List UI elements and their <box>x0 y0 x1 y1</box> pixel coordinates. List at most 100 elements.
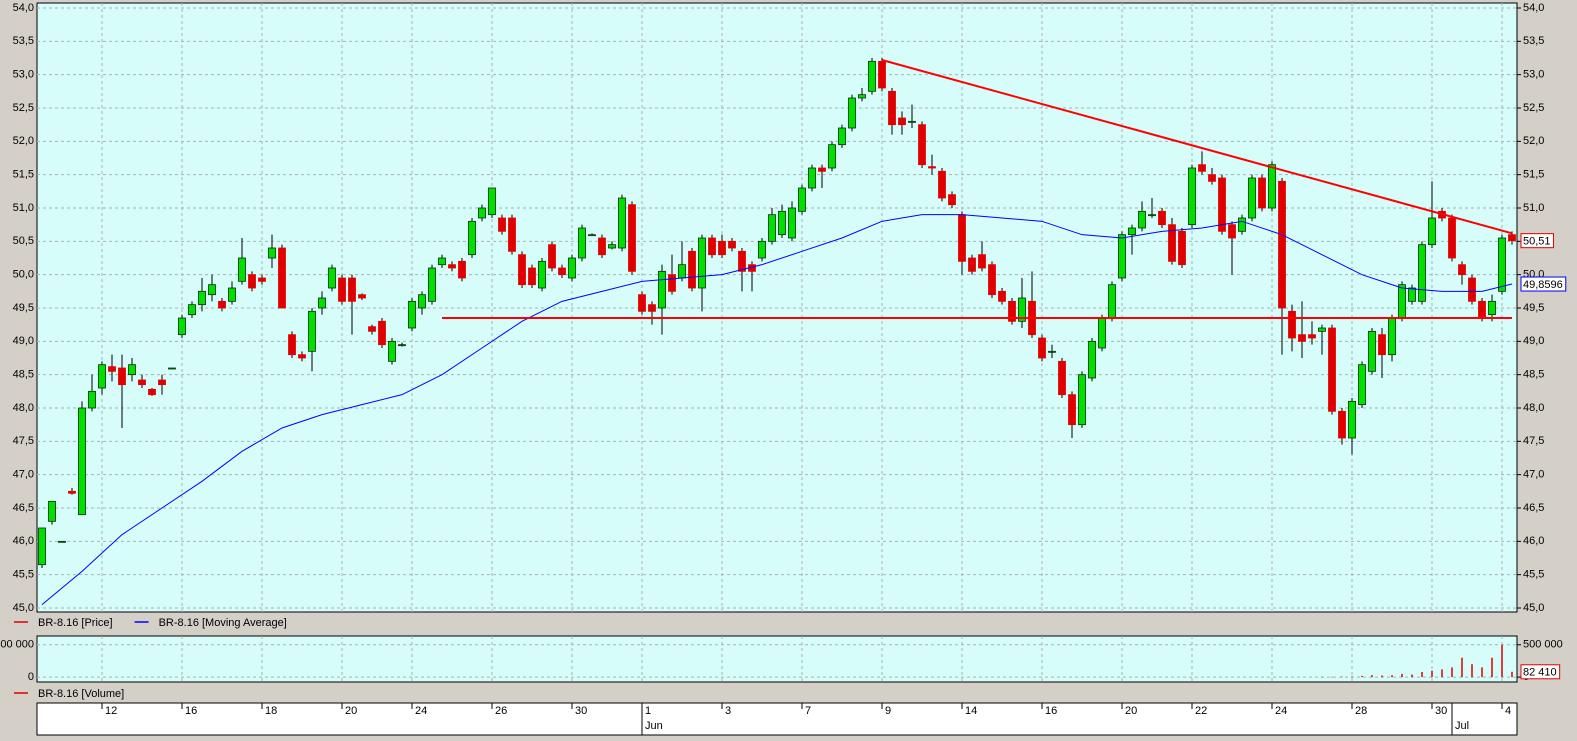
y-tick-label: 51,5 <box>13 169 34 181</box>
y-tick-label: 54,0 <box>1523 2 1544 14</box>
candle-body <box>448 264 456 269</box>
candle-body <box>668 274 676 292</box>
x-tick-label: 30 <box>1435 705 1447 717</box>
volume-bar <box>1351 676 1353 678</box>
candle-body <box>1108 284 1116 319</box>
x-month-label: Jul <box>1455 720 1469 732</box>
candle-body <box>588 234 596 237</box>
candle-body <box>898 117 906 126</box>
moving-average-line <box>41 214 1513 606</box>
candle-body <box>1008 300 1016 322</box>
volume-bar <box>1401 673 1403 678</box>
legend-label: BR-8.16 [Price] <box>38 617 113 629</box>
candle-body <box>948 194 956 206</box>
candle-body <box>998 290 1006 302</box>
candle-body <box>258 277 266 282</box>
y-tick-label: 50,0 <box>13 269 34 281</box>
y-tick-label: 48,0 <box>1523 402 1544 414</box>
volume-bar <box>1391 675 1393 678</box>
candle-body <box>988 264 996 296</box>
volume-panel <box>36 635 1518 683</box>
candle-body <box>1208 174 1216 182</box>
x-tick-label: 30 <box>575 705 587 717</box>
y-tick-label: 53,0 <box>1523 69 1544 81</box>
candle-body <box>418 294 426 309</box>
y-tick-label: 53,5 <box>13 35 34 47</box>
candle-body <box>1458 264 1466 276</box>
last-value-label: 50,51 <box>1523 236 1551 248</box>
y-tick-label: 500 000 <box>0 639 34 651</box>
volume-bar <box>1431 670 1433 678</box>
candle-body <box>728 240 736 249</box>
candle-body <box>798 187 806 212</box>
y-tick-label: 51,0 <box>1523 202 1544 214</box>
candle-body <box>1408 287 1416 302</box>
candle-body <box>1378 334 1386 356</box>
last-value-box <box>1520 276 1567 292</box>
legend-label: BR-8.16 [Volume] <box>38 688 124 700</box>
candle-body <box>758 240 766 259</box>
candle-body <box>1478 300 1486 319</box>
y-tick-label: 54,0 <box>13 2 34 14</box>
volume-bar <box>1461 657 1463 678</box>
candle-body <box>608 244 616 249</box>
y-tick-label: 48,5 <box>13 369 34 381</box>
candle-body <box>1278 180 1286 309</box>
y-tick-label: 47,5 <box>13 435 34 447</box>
candle-body <box>358 294 366 299</box>
candle-body <box>848 97 856 129</box>
y-tick-label: 48,0 <box>13 402 34 414</box>
candle-body <box>1128 227 1136 236</box>
volume-bar <box>1451 667 1453 678</box>
candle-body <box>1338 410 1346 439</box>
volume-bar <box>1371 675 1373 678</box>
candle-body <box>1198 164 1206 172</box>
x-tick-label: 7 <box>805 705 811 717</box>
candle-body <box>428 267 436 302</box>
candle-body <box>238 257 246 282</box>
candle-body <box>38 527 46 566</box>
candle-body <box>1418 244 1426 302</box>
x-tick-label: 1 <box>645 705 651 717</box>
candle-body <box>558 267 566 276</box>
y-tick-label: 45,0 <box>13 602 34 614</box>
y-tick-label: 46,5 <box>1523 502 1544 514</box>
candle-body <box>1318 327 1326 332</box>
x-month-label: Jun <box>645 720 663 732</box>
candle-body <box>68 490 76 494</box>
candle-body <box>328 267 336 289</box>
candle-body <box>788 207 796 239</box>
volume-bar <box>1341 676 1343 678</box>
candle-body <box>78 407 86 516</box>
candle-body <box>1308 334 1316 339</box>
candle-body <box>1048 350 1056 353</box>
last-value-label: 49,8596 <box>1523 279 1563 291</box>
y-tick-label: 48,5 <box>1523 369 1544 381</box>
candle-body <box>1148 214 1156 217</box>
candle-body <box>408 300 416 329</box>
candle-body <box>808 167 816 189</box>
last-value-label: 82 410 <box>1523 667 1557 679</box>
volume-bar <box>1421 671 1423 678</box>
candle-body <box>1078 374 1086 426</box>
candle-body <box>1388 317 1396 356</box>
legend-label: BR-8.16 [Moving Average] <box>159 617 287 629</box>
candle-body <box>918 124 926 166</box>
candle-body <box>688 250 696 289</box>
candle-body <box>468 220 476 256</box>
candle-body <box>128 364 136 376</box>
candle-body <box>158 379 166 386</box>
candle-body <box>698 237 706 289</box>
y-tick-label: 45,0 <box>1523 602 1544 614</box>
candle-body <box>248 274 256 289</box>
candle-body <box>928 166 936 169</box>
candle-body <box>1258 177 1266 209</box>
candle-body <box>1268 164 1276 209</box>
candle-body <box>278 247 286 309</box>
candle-body <box>498 217 506 232</box>
candle-body <box>858 94 866 99</box>
candle-body <box>1328 327 1336 412</box>
candle-body <box>1368 330 1376 372</box>
candle-body <box>1068 394 1076 426</box>
candle-body <box>318 297 326 309</box>
